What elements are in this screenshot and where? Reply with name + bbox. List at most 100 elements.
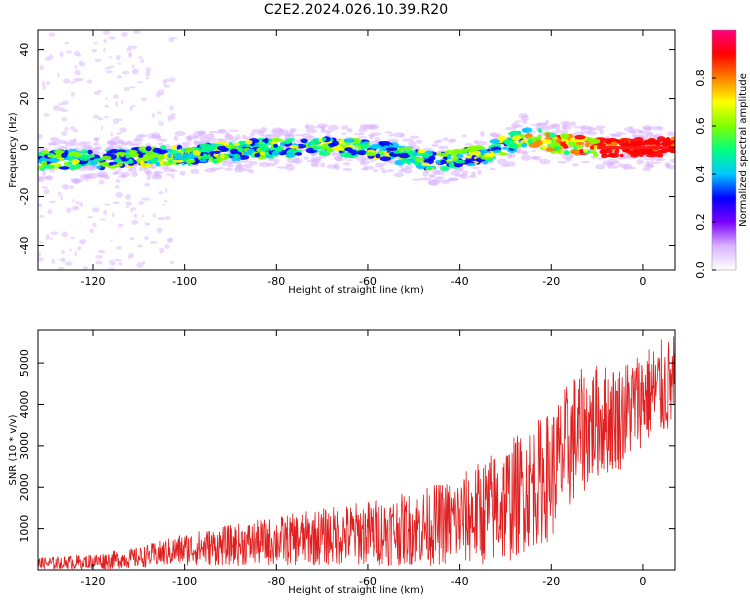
heatmap-cell (126, 205, 130, 209)
heatmap-cell (145, 67, 152, 73)
heatmap-cell (197, 155, 202, 160)
heatmap-cell (170, 113, 177, 116)
heatmap-cell (72, 199, 75, 203)
y-tick-label: 1000 (18, 515, 31, 543)
heatmap-cell (109, 141, 115, 148)
heatmap-cell (327, 143, 337, 148)
heatmap-cell (143, 197, 150, 201)
heatmap-cell (381, 169, 387, 174)
heatmap-cell (447, 154, 452, 160)
x-tick-label: -100 (172, 575, 197, 588)
heatmap-cell (569, 137, 575, 142)
heatmap-cell (162, 203, 165, 206)
heatmap-cell (460, 148, 467, 154)
heatmap-cell (369, 144, 381, 150)
heatmap-cell (125, 153, 130, 159)
colorbar-tick-label: 0.2 (694, 213, 707, 231)
heatmap-cell (622, 164, 628, 171)
heatmap-cell (518, 113, 529, 119)
heatmap-cell (74, 65, 78, 70)
heatmap-cell (506, 161, 516, 167)
heatmap-cell (622, 149, 632, 153)
heatmap-y-ticks: -40 -20 0 20 40 (18, 43, 675, 254)
x-tick-label: -40 (451, 275, 469, 288)
heatmap-cell (43, 113, 50, 117)
heatmap-cell (125, 149, 131, 154)
heatmap-cell (667, 147, 675, 154)
heatmap-cell (76, 78, 84, 82)
heatmap-cell (136, 81, 144, 84)
heatmap-cell (588, 138, 601, 144)
heatmap-cell (208, 146, 217, 151)
heatmap-cell (126, 47, 132, 52)
heatmap-cell (398, 169, 405, 173)
heatmap-cell (470, 171, 477, 176)
heatmap-cell (138, 154, 144, 158)
heatmap-cell (563, 150, 570, 156)
heatmap-cell (451, 139, 457, 142)
heatmap-cell (162, 88, 165, 94)
heatmap-cell (649, 161, 662, 164)
heatmap-cell (645, 131, 654, 135)
y-tick-label: 0 (18, 144, 31, 151)
heatmap-cell (41, 170, 47, 177)
heatmap-cell (575, 141, 585, 146)
heatmap-cell (310, 139, 316, 146)
heatmap-cell (574, 134, 586, 140)
heatmap-cell (57, 102, 66, 106)
heatmap-cell (264, 137, 269, 144)
heatmap-cell (137, 56, 143, 59)
heatmap-cell (393, 150, 402, 154)
heatmap-cell (107, 267, 115, 270)
heatmap-cell (235, 134, 241, 140)
colorbar-ticks: 0.0 0.2 0.4 0.6 0.8 (694, 69, 716, 279)
heatmap-cell (225, 145, 236, 149)
heatmap-cell (414, 158, 425, 162)
heatmap-cell (654, 140, 660, 145)
heatmap-cell (63, 78, 71, 84)
heatmap-cell (115, 178, 121, 183)
heatmap-cell (91, 48, 98, 53)
heatmap-cell (103, 209, 108, 216)
heatmap-cell (65, 50, 73, 54)
heatmap-cell (104, 203, 111, 206)
heatmap-cell (61, 109, 69, 112)
heatmap-cell (642, 167, 652, 172)
heatmap-cell (537, 128, 543, 133)
heatmap-cell (140, 163, 152, 168)
heatmap-cell (93, 158, 101, 163)
heatmap-cell (530, 156, 540, 159)
heatmap-cell (134, 138, 139, 141)
heatmap-cell (74, 251, 78, 257)
heatmap-cell (610, 141, 618, 147)
x-tick-label: -60 (359, 575, 377, 588)
heatmap-cell (79, 141, 92, 145)
heatmap-x-ticks: -120 -100 -80 -60 -40 -20 0 (81, 30, 646, 288)
heatmap-cell (586, 131, 598, 136)
heatmap-cell (369, 134, 374, 140)
heatmap-cell (630, 154, 639, 158)
heatmap-cell (185, 147, 195, 152)
heatmap-cell (132, 68, 139, 75)
x-tick-label: -120 (81, 575, 106, 588)
heatmap-cell (217, 129, 227, 132)
heatmap-cell (144, 182, 151, 187)
heatmap-cell (234, 166, 245, 173)
heatmap-cell (325, 131, 331, 135)
heatmap-cell (121, 31, 128, 37)
heatmap-cell (607, 137, 618, 142)
heatmap-cell (454, 159, 466, 164)
heatmap-cell (97, 117, 104, 121)
y-tick-label: 5000 (18, 349, 31, 377)
heatmap-cell (572, 163, 579, 167)
heatmap-cell (580, 125, 587, 132)
heatmap-cell (608, 152, 620, 158)
heatmap-cell (138, 166, 144, 172)
heatmap-cell (101, 125, 104, 131)
heatmap-cell (115, 100, 118, 107)
heatmap-cell (663, 141, 672, 146)
heatmap-cell (245, 140, 253, 145)
heatmap-cell (92, 115, 100, 119)
heatmap-cell (342, 168, 353, 171)
heatmap-cell (117, 62, 122, 65)
